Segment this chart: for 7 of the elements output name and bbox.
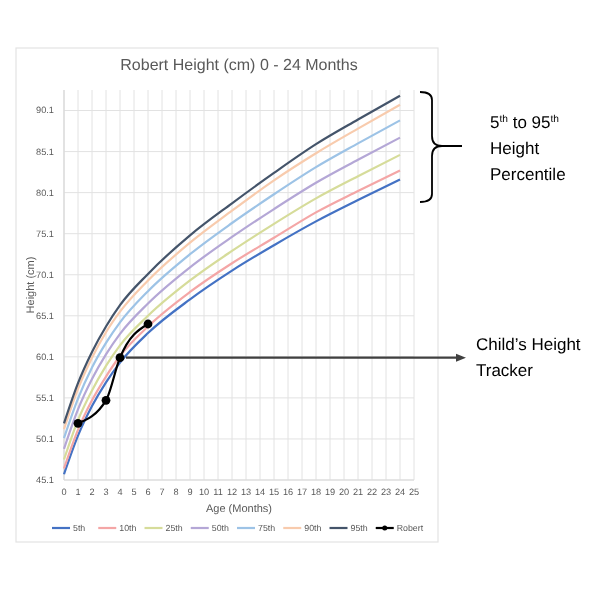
text: Child’s Height Tracker xyxy=(476,333,582,380)
chart-title: Robert Height (cm) 0 - 24 Months xyxy=(120,56,358,74)
point xyxy=(73,418,83,428)
text: 5$^{th}$ to 95$^{th}$ Height Percentile xyxy=(490,112,566,184)
point xyxy=(143,319,153,329)
point xyxy=(115,353,125,363)
point xyxy=(101,395,111,405)
